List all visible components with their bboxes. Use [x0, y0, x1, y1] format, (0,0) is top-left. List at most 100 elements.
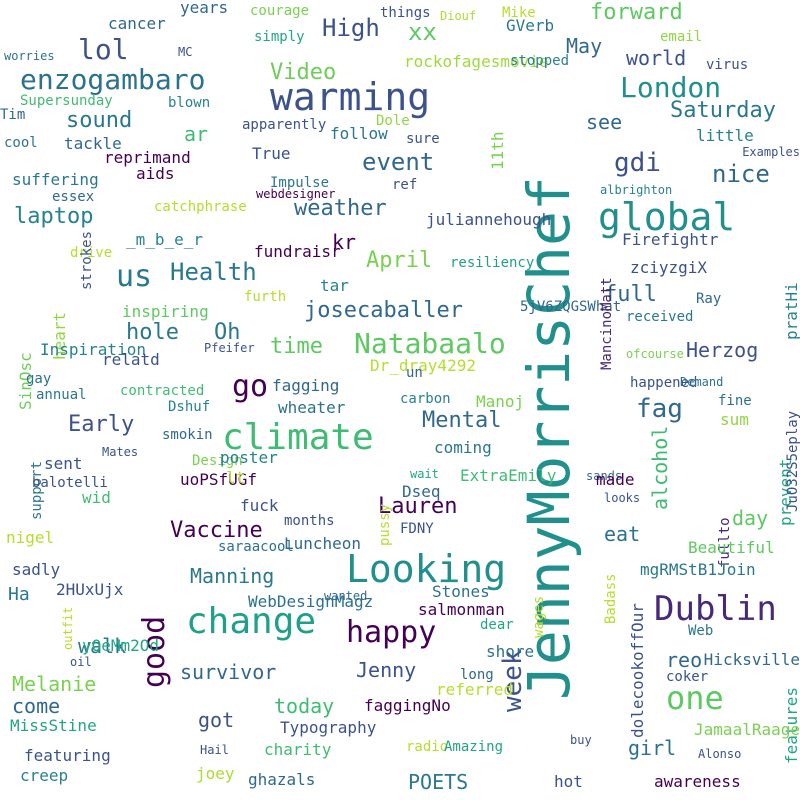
word-examples: Examples — [742, 145, 800, 159]
word-ref: ref — [392, 177, 418, 193]
word-impulse: Impulse — [270, 175, 330, 191]
word-wages: wages — [531, 595, 547, 638]
word-alcohol: alcohol — [648, 425, 672, 510]
word-pussy: pussy — [377, 503, 393, 546]
word-day: day — [732, 506, 769, 530]
word-fagging: fagging — [272, 376, 340, 395]
word-high: High — [322, 14, 380, 42]
word-early: Early — [68, 412, 135, 437]
word-outfit: outfit — [61, 606, 75, 650]
word-gay: gay — [26, 371, 52, 387]
word-poster: poster — [220, 448, 278, 467]
word-true: True — [252, 144, 291, 163]
word-fag: fag — [636, 394, 683, 424]
word-gdi: gdi — [614, 148, 661, 178]
word-salmonman: salmonman — [418, 600, 505, 619]
word-reo: reo — [666, 648, 703, 672]
word-mike: Mike — [502, 5, 536, 21]
word-uopsfugf: uoPSfUGf — [180, 470, 258, 489]
word-girl: girl — [628, 736, 677, 760]
word-climate: climate — [222, 417, 374, 458]
word-ha: Ha — [8, 584, 30, 605]
word-see: see — [586, 110, 623, 134]
word-saturday: Saturday — [670, 98, 776, 123]
word-smokin: smokin — [162, 427, 213, 443]
word-creep: creep — [20, 766, 69, 785]
word-ar: ar — [184, 122, 209, 146]
word-enzogambaro: enzogambaro — [20, 63, 206, 96]
word-wait: wait — [410, 467, 439, 481]
word-coming: coming — [434, 438, 492, 457]
word-dr-dray4292: Dr_dray4292 — [370, 356, 476, 375]
word-go: go — [232, 369, 269, 404]
word-simply: simply — [254, 29, 305, 45]
word-come: come — [12, 694, 61, 718]
word-full: full — [604, 282, 657, 307]
word-received: received — [626, 309, 694, 325]
word-dear: dear — [480, 617, 514, 633]
word-dublin: Dublin — [654, 589, 777, 629]
word-joey: joey — [196, 764, 235, 783]
word-hicksville: Hicksville — [703, 650, 800, 669]
word-blown: blown — [168, 95, 211, 111]
word-apparently: apparently — [242, 117, 327, 133]
word-m-b-e-r: _m_b_e_r — [126, 230, 204, 249]
word-resiliency: resiliency — [450, 255, 535, 271]
word-josecaballer: josecaballer — [304, 298, 463, 323]
word-long: long — [460, 667, 494, 683]
word-us: us — [116, 259, 153, 294]
word-pfeifer: Pfeifer — [204, 341, 255, 355]
word-beautiful: Beautiful — [688, 538, 775, 557]
word-walk: walk — [78, 634, 127, 658]
word-coker: coker — [666, 669, 709, 685]
word-courage: courage — [250, 3, 310, 19]
word-today: today — [274, 694, 335, 718]
word-shore: shore — [486, 642, 535, 661]
word-eat: eat — [604, 522, 641, 546]
word-inspiration: Inspiration — [40, 340, 146, 359]
word-reprimand: reprimand — [104, 148, 191, 167]
word-luncheon: Luncheon — [284, 534, 362, 553]
word-oh: Oh — [214, 320, 241, 345]
word-drive: drive — [70, 245, 113, 261]
word-email: email — [660, 29, 703, 45]
word-tackle: tackle — [64, 134, 122, 153]
word-demand: Demand — [680, 375, 724, 389]
word-dolecookoffour: dolecookoffOur — [628, 603, 647, 738]
word-hole: hole — [126, 320, 179, 345]
word-london: London — [620, 71, 722, 104]
word-nice: nice — [712, 160, 770, 188]
word-zciyzgix: zciyzgiX — [630, 258, 708, 277]
word-happened: happened — [630, 375, 698, 391]
word-sands: sands — [586, 469, 623, 483]
word-cancer: cancer — [108, 14, 166, 33]
word-video: Video — [270, 60, 337, 85]
word-firefightr: Firefightr — [622, 230, 719, 249]
word-mancinomatt: MancinoMatt — [599, 277, 615, 370]
word-oil: oil — [70, 655, 92, 669]
word-nigel: nigel — [6, 528, 55, 547]
word-xx: xx — [408, 18, 437, 46]
word-rockofagesmovie: rockofagesmovie — [404, 52, 549, 71]
word-world: world — [626, 46, 687, 70]
word-sure: sure — [406, 131, 440, 147]
word-made: made — [596, 470, 635, 489]
word-webdesignmagz: WebDesignMagz — [248, 592, 374, 611]
word-aids: aids — [136, 164, 175, 183]
word-natabaalo: Natabaalo — [354, 327, 506, 360]
word-ghazals: ghazals — [248, 770, 316, 789]
word-suffering: suffering — [12, 170, 99, 189]
word-un: un — [406, 365, 423, 381]
word-faggingno: faggingNo — [364, 696, 451, 715]
word-tar: tar — [320, 276, 349, 295]
word-albrighton: albrighton — [600, 183, 673, 197]
word-essex: essex — [52, 189, 95, 205]
word-vaccine: Vaccine — [170, 518, 263, 543]
word-lol: lol — [78, 33, 129, 66]
word-wid: wid — [82, 488, 111, 507]
word-time: time — [270, 334, 323, 359]
word-may: May — [566, 34, 603, 58]
word-catchphrase: catchphrase — [154, 199, 247, 215]
word-herzog: Herzog — [686, 338, 759, 362]
